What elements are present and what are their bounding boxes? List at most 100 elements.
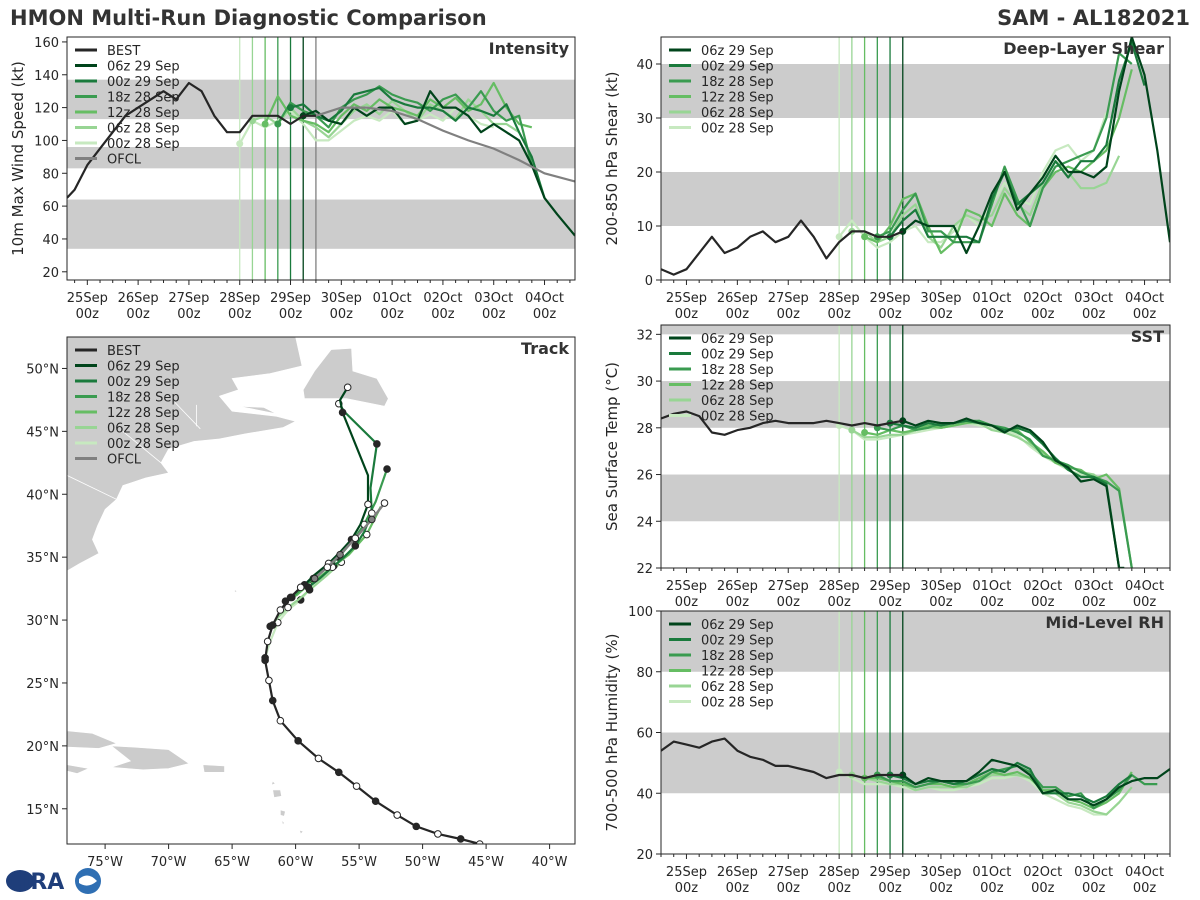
legend-label: BEST	[107, 44, 140, 59]
track-line	[269, 561, 343, 628]
x-tick-hour: 00z	[533, 307, 557, 322]
x-tick-hour: 00z	[878, 881, 902, 896]
legend-label: 06z 28 Sep	[701, 680, 774, 695]
legend-label: 06z 29 Sep	[107, 360, 180, 375]
x-tick-label: 70°W	[151, 855, 187, 870]
boundary-line	[67, 475, 117, 500]
legend-label: 00z 29 Sep	[701, 60, 774, 75]
track-position-marker	[338, 408, 347, 417]
x-tick-day: 25Sep	[67, 291, 108, 306]
shear-panel: Deep-Layer Shear 0 10 20 30 40 200-850 hPa She…	[603, 36, 1171, 322]
sst-panel: SST 22 24 26 28 30 32 Sea Surface Temp (°C) 25Se…	[603, 324, 1171, 610]
y-tick-label: 40	[42, 233, 59, 248]
series-init-marker	[274, 120, 282, 128]
legend-label: 00z 28 Sep	[107, 437, 180, 452]
x-tick-day: 30Sep	[920, 291, 961, 306]
ofcl-position-marker	[310, 574, 319, 583]
land-polygon	[302, 347, 389, 407]
x-tick-hour: 00z	[1082, 595, 1106, 610]
series-init-marker	[287, 104, 295, 112]
shaded-band	[661, 64, 1170, 118]
series-line	[876, 52, 1133, 244]
series-line	[864, 770, 1133, 810]
x-tick-day: 27Sep	[168, 291, 209, 306]
series-line	[276, 85, 533, 166]
y-tick-label: 20	[42, 266, 59, 281]
x-tick-day: 26Sep	[717, 291, 758, 306]
legend-label: 12z 28 Sep	[701, 91, 774, 106]
boundary-line	[122, 431, 162, 464]
map-frame	[66, 336, 576, 845]
y-axis-label: 10m Max Wind Speed (kt)	[9, 61, 27, 256]
land-polygon	[202, 764, 225, 773]
map-area	[67, 337, 575, 844]
series-init-marker	[261, 120, 269, 128]
y-tick-label: 32	[636, 328, 653, 343]
x-tick-day: 25Sep	[666, 579, 707, 594]
y-tick-label: 140	[34, 69, 59, 84]
y-tick-label: 50°N	[26, 362, 59, 377]
y-tick-label: 20	[636, 166, 653, 181]
y-tick-label: 100	[628, 605, 653, 620]
legend-label: 12z 28 Sep	[701, 665, 774, 680]
y-tick-label: 45°N	[26, 425, 59, 440]
shaded-band	[67, 199, 575, 249]
legend-label: 06z 29 Sep	[701, 332, 774, 347]
x-tick-day: 03Oct	[1074, 291, 1113, 306]
legend-label: 12z 28 Sep	[107, 406, 180, 421]
series-line	[902, 417, 1125, 568]
x-tick-day: 30Sep	[321, 291, 362, 306]
x-tick-day: 02Oct	[423, 291, 462, 306]
legend-label: 06z 29 Sep	[701, 618, 774, 633]
best-position-marker	[268, 621, 277, 629]
y-tick-label: 15°N	[26, 803, 59, 818]
x-tick-day: 04Oct	[525, 291, 564, 306]
x-tick-label: 40°W	[532, 855, 568, 870]
x-tick-hour: 00z	[76, 307, 100, 322]
x-tick-hour: 00z	[929, 307, 953, 322]
x-tick-hour: 00z	[827, 881, 851, 896]
series-init-marker	[835, 768, 843, 776]
plot-area	[661, 37, 1170, 280]
best-position-marker	[276, 716, 285, 725]
x-tick-day: 27Sep	[768, 579, 809, 594]
x-tick-hour: 00z	[827, 307, 851, 322]
ofcl-position-marker	[351, 534, 360, 543]
plot-area	[661, 611, 1170, 854]
legend-label: 00z 29 Sep	[107, 75, 180, 90]
x-tick-hour: 00z	[675, 595, 699, 610]
x-tick-day: 25Sep	[666, 865, 707, 880]
y-tick-label: 28	[636, 422, 653, 437]
best-position-marker	[263, 637, 272, 646]
y-tick-label: 30	[636, 112, 653, 127]
x-tick-day: 02Oct	[1023, 579, 1062, 594]
x-tick-hour: 00z	[1133, 595, 1157, 610]
track-position-marker	[364, 500, 372, 509]
x-tick-day: 26Sep	[717, 579, 758, 594]
y-tick-label: 35°N	[26, 551, 59, 566]
x-tick-day: 04Oct	[1125, 865, 1164, 880]
y-axis-label: 700-500 hPa Humidity (%)	[603, 633, 621, 831]
panel-title: Track	[521, 339, 569, 358]
x-tick-day: 01Oct	[373, 291, 412, 306]
land-polygon	[67, 764, 90, 774]
x-tick-hour: 00z	[980, 881, 1004, 896]
legend-label: OFCL	[107, 153, 142, 168]
ofcl-position-marker	[336, 550, 344, 559]
y-axis-label: 200-850 hPa Shear (kt)	[603, 72, 621, 246]
best-position-marker	[261, 656, 269, 665]
x-tick-day: 04Oct	[1125, 579, 1164, 594]
cira-logo: CIRA	[6, 868, 101, 895]
x-tick-hour: 00z	[726, 307, 750, 322]
track-position-marker	[284, 603, 292, 612]
x-tick-hour: 00z	[878, 307, 902, 322]
series-init-marker	[835, 233, 843, 241]
ofcl-position-marker	[380, 499, 389, 507]
x-tick-day: 28Sep	[819, 291, 860, 306]
series-line	[838, 112, 1108, 249]
x-tick-hour: 00z	[726, 595, 750, 610]
best-position-marker	[294, 737, 302, 745]
y-tick-label: 80	[636, 666, 653, 681]
shaded-band	[661, 611, 1170, 672]
